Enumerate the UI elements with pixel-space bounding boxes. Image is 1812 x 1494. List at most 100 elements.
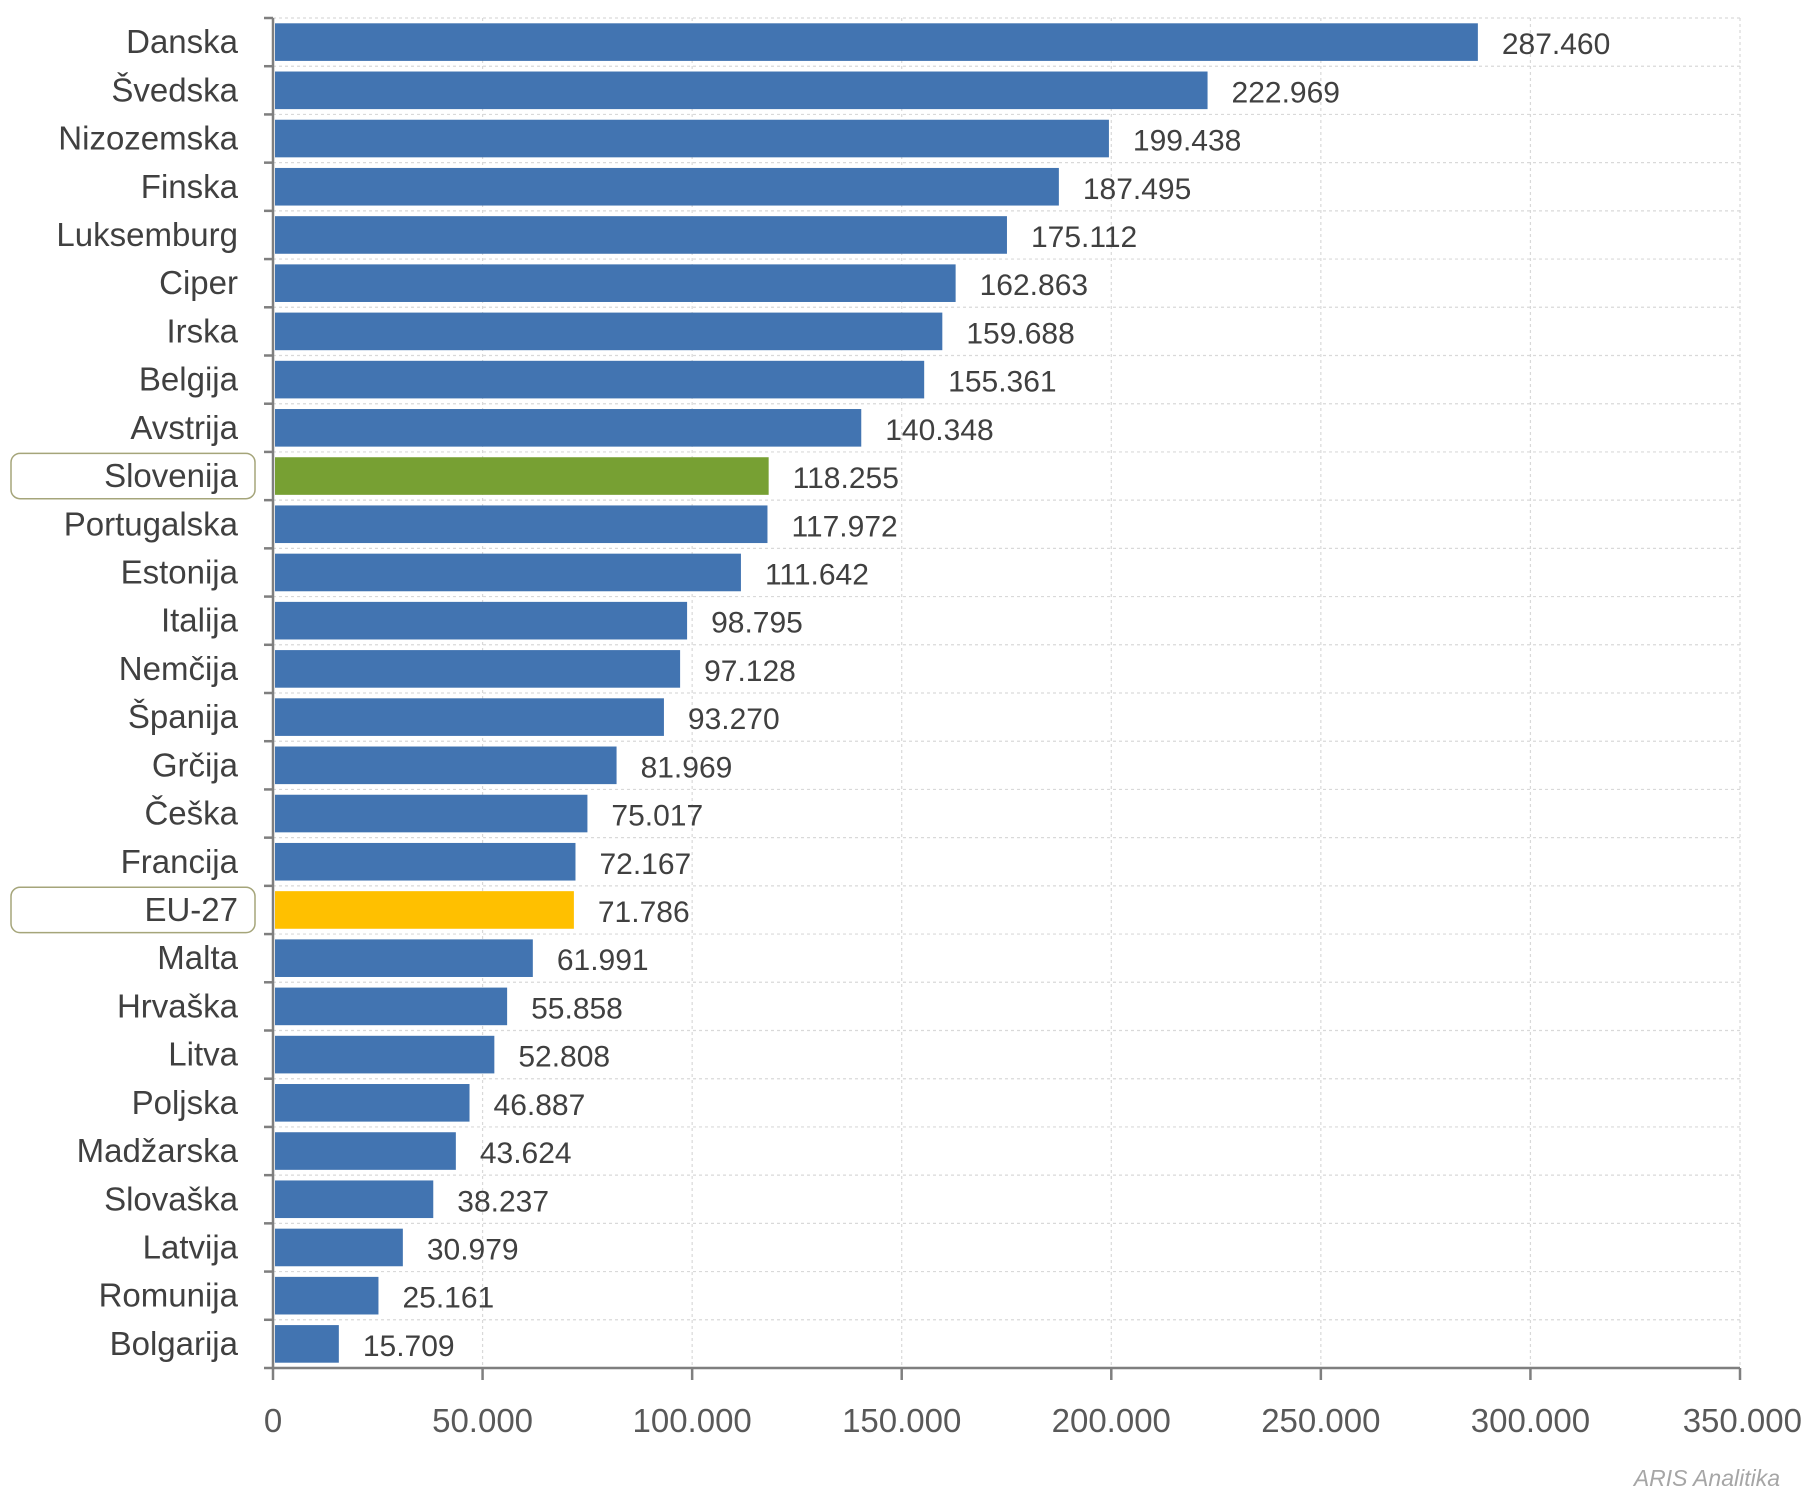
data-label: 98.795 xyxy=(711,607,803,640)
data-label: 46.887 xyxy=(494,1089,586,1122)
x-tick-label: 50.000 xyxy=(432,1402,533,1439)
category-label: Irska xyxy=(166,312,238,349)
bar xyxy=(275,457,769,495)
data-label: 43.624 xyxy=(480,1137,572,1170)
bar xyxy=(275,216,1007,254)
x-tick-label: 300.000 xyxy=(1471,1402,1590,1439)
x-tick-label: 200.000 xyxy=(1052,1402,1171,1439)
x-tick-label: 250.000 xyxy=(1261,1402,1380,1439)
highlight-boxes xyxy=(10,452,256,934)
bar xyxy=(275,553,741,592)
highlight-box xyxy=(10,452,256,500)
bar xyxy=(275,119,1109,158)
data-label: 159.688 xyxy=(966,317,1074,350)
data-label: 111.642 xyxy=(765,558,869,591)
category-label: Danska xyxy=(126,23,239,60)
data-label: 25.161 xyxy=(402,1282,494,1315)
category-label: Portugalska xyxy=(64,505,239,542)
bar xyxy=(275,312,943,351)
category-label: Belgija xyxy=(139,361,239,398)
category-label: Slovenija xyxy=(104,457,239,494)
category-label: Malta xyxy=(157,939,238,976)
category-label: Hrvaška xyxy=(117,987,239,1024)
category-label: Finska xyxy=(141,168,239,205)
x-tick-label: 350.000 xyxy=(1683,1402,1802,1439)
category-label: Italija xyxy=(161,602,239,639)
data-label: 175.112 xyxy=(1031,221,1137,254)
data-label: 72.167 xyxy=(599,848,691,881)
category-label: Avstrija xyxy=(130,409,238,446)
highlight-box xyxy=(10,886,256,934)
category-label: Romunija xyxy=(99,1277,239,1314)
bar xyxy=(275,698,664,736)
bars xyxy=(275,23,1478,1363)
category-label: Grčija xyxy=(152,746,239,783)
bar xyxy=(275,1084,470,1122)
bar xyxy=(275,1325,339,1363)
data-label: 30.979 xyxy=(427,1233,519,1266)
data-label: 38.237 xyxy=(457,1185,549,1218)
labels: Danska 287.460 Švedska 222.969 Nizozemska 199… xyxy=(56,23,1802,1439)
data-label: 287.460 xyxy=(1502,28,1610,61)
category-label: Madžarska xyxy=(77,1132,239,1169)
data-label: 81.969 xyxy=(641,751,733,784)
bar xyxy=(275,1228,403,1267)
data-label: 199.438 xyxy=(1133,125,1241,158)
data-label: 222.969 xyxy=(1232,76,1340,109)
x-tick-label: 100.000 xyxy=(632,1402,751,1439)
data-label: 75.017 xyxy=(611,800,703,833)
bar xyxy=(275,23,1478,61)
bar xyxy=(275,505,768,544)
category-label: Estonija xyxy=(121,553,239,590)
category-label: Poljska xyxy=(132,1084,239,1121)
data-label: 117.972 xyxy=(791,510,897,543)
data-label: 55.858 xyxy=(531,992,623,1025)
bar xyxy=(275,939,533,977)
data-label: 187.495 xyxy=(1083,173,1191,206)
bar xyxy=(275,71,1208,110)
data-label: 93.270 xyxy=(688,703,780,736)
bar xyxy=(275,360,925,399)
bar xyxy=(275,409,862,447)
bar xyxy=(275,1132,456,1170)
category-label: Bolgarija xyxy=(110,1325,239,1362)
data-label: 118.255 xyxy=(793,462,899,495)
data-label: 71.786 xyxy=(598,896,690,929)
category-label: Nizozemska xyxy=(58,120,238,157)
bar xyxy=(275,650,681,688)
bar xyxy=(275,987,508,1026)
bar xyxy=(275,794,588,833)
category-label: Švedska xyxy=(111,71,238,108)
category-label: Češka xyxy=(144,795,238,832)
axes xyxy=(264,16,1742,1380)
bar xyxy=(275,264,956,302)
category-label: Francija xyxy=(121,843,239,880)
bar xyxy=(275,1180,434,1219)
x-tick-label: 150.000 xyxy=(842,1402,961,1439)
category-label: Ciper xyxy=(159,264,238,301)
bar xyxy=(275,842,576,881)
bar xyxy=(275,746,617,785)
x-tick-label: 0 xyxy=(264,1402,282,1439)
bar xyxy=(275,1276,379,1315)
category-label: Litva xyxy=(168,1036,238,1073)
category-label: Luksemburg xyxy=(56,216,238,253)
category-label: Latvija xyxy=(143,1228,239,1265)
category-label: Slovaška xyxy=(104,1180,239,1217)
bar xyxy=(275,601,688,640)
category-label: Španija xyxy=(128,698,239,735)
data-label: 52.808 xyxy=(518,1041,610,1074)
data-label: 97.128 xyxy=(704,655,796,688)
category-label: Nemčija xyxy=(119,650,239,687)
data-label: 155.361 xyxy=(948,366,1056,399)
category-label: EU-27 xyxy=(144,891,238,928)
bar xyxy=(275,1035,495,1074)
data-label: 15.709 xyxy=(363,1330,455,1363)
source-footer: ARIS Analitika xyxy=(1632,1465,1780,1491)
data-label: 140.348 xyxy=(885,414,993,447)
bar xyxy=(275,167,1059,206)
data-label: 61.991 xyxy=(557,944,649,977)
bar xyxy=(275,891,574,929)
data-label: 162.863 xyxy=(980,269,1088,302)
